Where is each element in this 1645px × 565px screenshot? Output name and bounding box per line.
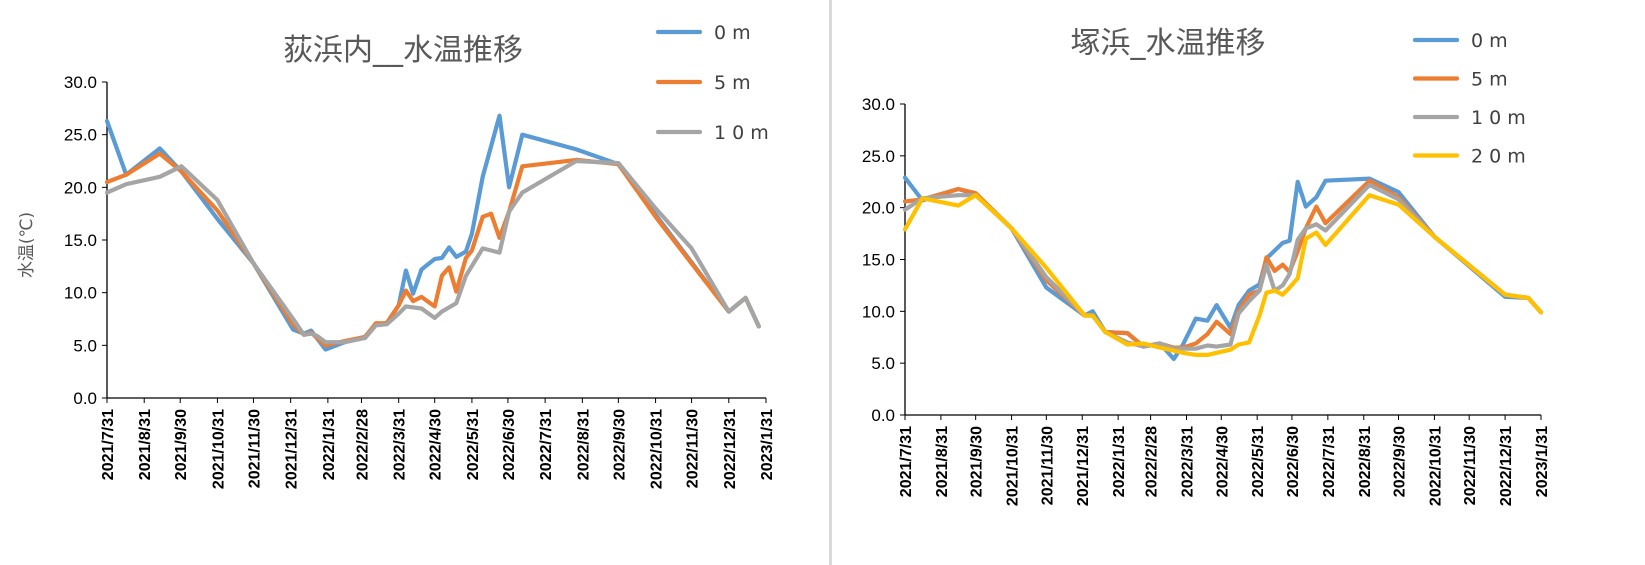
series-line-2 — [902, 182, 1544, 351]
x-tick-label: 2023/1/31 — [759, 409, 776, 480]
x-tick-label: 2021/11/30 — [246, 409, 263, 488]
x-tick-label: 2021/8/31 — [137, 409, 154, 480]
x-tick-label: 2022/6/30 — [1285, 426, 1302, 497]
series-line-2 — [104, 158, 761, 345]
x-tick-label: 2022/6/30 — [501, 409, 518, 480]
x-tick-label: 2022/3/31 — [392, 409, 409, 480]
x-tick-label: 2022/9/30 — [611, 409, 628, 480]
y-tick-label: 5.0 — [871, 354, 895, 373]
y-axis-label: 水温(℃) — [17, 212, 37, 278]
x-tick-label: 2022/7/31 — [1321, 426, 1338, 497]
x-tick-label: 2021/10/31 — [210, 409, 227, 489]
x-tick-label: 2022/5/31 — [1250, 426, 1267, 497]
y-tick-label: 25.0 — [862, 147, 895, 166]
x-tick-label: 2022/4/30 — [428, 409, 445, 480]
x-tick-label: 2022/4/30 — [1214, 426, 1231, 497]
x-tick-label: 2022/7/31 — [538, 409, 555, 480]
x-tick-label: 2022/10/31 — [1427, 426, 1444, 506]
x-tick-label: 2022/1/31 — [1111, 426, 1128, 497]
x-tick-label: 2021/9/30 — [969, 426, 986, 497]
x-tick-label: 2021/10/31 — [1005, 426, 1022, 506]
y-tick-label: 25.0 — [64, 126, 97, 145]
legend-label: 1 0 m — [714, 122, 769, 144]
legend-label: 5 m — [714, 72, 751, 94]
x-tick-label: 2022/3/31 — [1180, 426, 1197, 497]
legend-label: 1 0 m — [1471, 107, 1526, 129]
x-tick-label: 2021/7/31 — [100, 409, 117, 480]
x-tick-label: 2022/2/28 — [1144, 426, 1161, 497]
y-tick-label: 20.0 — [64, 178, 97, 197]
x-tick-label: 2023/1/31 — [1534, 426, 1551, 497]
y-tick-label: 5.0 — [73, 336, 97, 355]
x-tick-label: 2022/9/30 — [1392, 426, 1409, 497]
y-tick-label: 0.0 — [73, 389, 97, 408]
x-tick-label: 2021/9/30 — [173, 409, 190, 480]
series-line-3 — [902, 193, 1544, 357]
y-tick-label: 20.0 — [862, 199, 895, 218]
x-tick-label: 2022/2/28 — [354, 409, 371, 480]
legend-label: 0 m — [714, 22, 751, 44]
x-tick-label: 2021/8/31 — [934, 426, 951, 497]
chart-title: 荻浜内__水温推移 — [283, 33, 523, 68]
x-tick-label: 2022/8/31 — [575, 409, 592, 480]
x-tick-label: 2022/12/31 — [722, 409, 739, 489]
series-line-1 — [902, 178, 1544, 350]
y-tick-label: 15.0 — [64, 231, 97, 250]
chart-panel-ogihama: 荻浜内__水温推移水温(℃) 0.0 5.0 10.0 15.0 20.0 25.0 30.0… — [17, 0, 832, 565]
y-tick-label: 0.0 — [871, 406, 895, 425]
x-tick-label: 2022/12/31 — [1498, 426, 1515, 506]
legend-label: 0 m — [1471, 30, 1508, 52]
y-tick-label: 10.0 — [862, 302, 895, 321]
x-tick-label: 2022/1/31 — [321, 409, 338, 480]
legend-label: 2 0 m — [1471, 146, 1526, 168]
y-tick-label: 30.0 — [862, 95, 895, 114]
chart-title: 塚浜_水温推移 — [1071, 26, 1266, 61]
x-tick-label: 2021/11/30 — [1039, 426, 1056, 505]
y-tick-label: 10.0 — [64, 284, 97, 303]
x-tick-label: 2022/5/31 — [465, 409, 482, 480]
y-tick-label: 30.0 — [64, 73, 97, 92]
x-tick-label: 2021/7/31 — [898, 426, 915, 497]
y-tick-label: 15.0 — [862, 251, 895, 270]
x-tick-label: 2021/12/31 — [1075, 426, 1092, 506]
x-tick-label: 2022/8/31 — [1357, 426, 1374, 497]
x-tick-label: 2021/12/31 — [284, 409, 301, 489]
x-tick-label: 2022/10/31 — [649, 409, 666, 489]
legend-label: 5 m — [1471, 69, 1508, 91]
series-line-0 — [902, 175, 1544, 362]
x-tick-label: 2022/11/30 — [685, 409, 702, 488]
x-tick-label: 2022/11/30 — [1462, 426, 1479, 505]
